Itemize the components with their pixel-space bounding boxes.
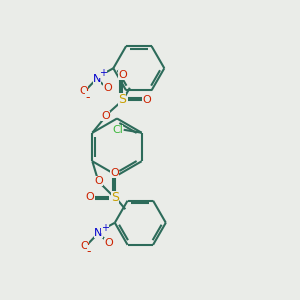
Text: O: O [79, 86, 88, 96]
Text: O: O [118, 70, 127, 80]
Text: O: O [94, 176, 103, 186]
Text: +: + [99, 68, 107, 78]
Text: S: S [118, 93, 126, 106]
Text: +: + [101, 223, 109, 233]
Text: N: N [93, 74, 101, 84]
Text: O: O [86, 192, 94, 202]
Text: O: O [101, 111, 110, 121]
Text: N: N [94, 228, 103, 238]
Text: -: - [85, 91, 90, 104]
Text: O: O [110, 168, 119, 178]
Text: O: O [80, 241, 89, 251]
Text: Cl: Cl [112, 125, 123, 135]
Text: O: O [103, 83, 112, 93]
Text: O: O [104, 238, 113, 248]
Text: S: S [111, 191, 119, 204]
Text: O: O [142, 95, 151, 105]
Text: -: - [87, 245, 91, 258]
